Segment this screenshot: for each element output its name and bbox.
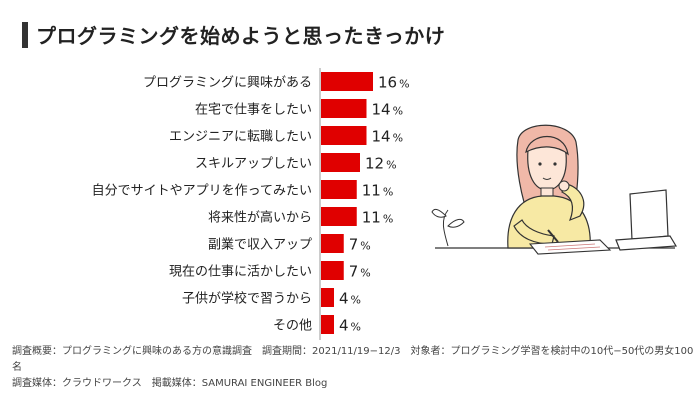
footer-publication-medium: 掲載媒体：SAMURAI ENGINEER Blog [151,378,328,389]
value-number: 16 [378,74,397,92]
value-number: 12 [365,155,384,173]
value-label: 11% [362,209,394,227]
value-label: 11% [362,182,394,200]
footer-line-2: 調査媒体：クラウドワークス 掲載媒体：SAMURAI ENGINEER Blog [12,376,700,392]
bar [321,126,367,145]
value-unit: % [393,132,403,145]
value-unit: % [399,78,409,91]
bar [321,234,344,253]
bars-group: プログラミングに興味がある 16 % 在宅で仕事をしたい 14 % エンジニアに転職したい 1… [92,72,410,335]
value-number: 11 [362,182,381,200]
value-label: 4% [339,290,361,308]
footer-survey-target: 対象者：プログラミング学習を検討中の10代−50代の男女100名 [12,346,694,373]
value-label: 12% [365,155,397,173]
chart-title: プログラミングを始めようと思ったきっかけ [36,24,446,48]
category-label: スキルアップしたい [195,157,312,172]
value-label: 14% [372,128,404,146]
value-unit: % [351,294,361,307]
value-unit: % [383,213,393,226]
bar [321,207,357,226]
woman-at-laptop-illustration [431,124,678,255]
value-unit: % [351,321,361,334]
footer-survey-period: 調査期間：2021/11/19−12/3 [262,346,401,357]
value-label: 16% [378,74,410,92]
title-block: プログラミングを始めようと思ったきっかけ [22,20,445,49]
value-number: 11 [362,209,381,227]
value-number: 7 [349,263,359,281]
category-label: 自分でサイトやアプリを作ってみたい [92,184,312,199]
bar [321,99,367,118]
value-unit: % [360,240,370,253]
value-label: 14% [372,101,404,119]
bar [321,180,357,199]
value-label: 7% [349,236,371,254]
bar [321,72,373,91]
category-label: 将来性が高いから [208,210,312,226]
bar [321,261,344,280]
bar [321,153,360,172]
category-label: エンジニアに転職したい [169,130,312,145]
value-unit: % [360,267,370,280]
value-label: 7% [349,263,371,281]
category-label: 現在の仕事に活かしたい [169,265,312,280]
bar [321,288,334,307]
footer-survey-summary: 調査概要：プログラミングに興味のある方の意識調査 [12,346,252,357]
category-label: 副業で収入アップ [208,237,312,253]
value-unit: % [386,159,396,172]
value-number: 4 [339,290,349,308]
category-label: プログラミングに興味がある [143,76,312,91]
value-number: 14 [372,128,391,146]
survey-footer: 調査概要：プログラミングに興味のある方の意識調査 調査期間：2021/11/19−… [12,344,700,392]
footer-line-1: 調査概要：プログラミングに興味のある方の意識調査 調査期間：2021/11/19−… [12,344,700,376]
category-label: 子供が学校で習うから [182,291,312,307]
value-number: 7 [349,236,359,254]
category-label: その他 [273,319,312,334]
value-number: 4 [339,317,349,335]
category-label: 在宅で仕事をしたい [195,103,312,118]
bar [321,315,334,334]
bar-chart: プログラミングに興味がある 16 % 在宅で仕事をしたい 14 % エンジニアに転職したい 1… [92,68,410,340]
value-label: 4% [339,317,361,335]
value-unit: % [393,105,403,118]
value-unit: % [383,186,393,199]
value-number: 14 [372,101,391,119]
footer-survey-medium: 調査媒体：クラウドワークス [12,378,142,389]
title-accent-bar [22,21,28,48]
